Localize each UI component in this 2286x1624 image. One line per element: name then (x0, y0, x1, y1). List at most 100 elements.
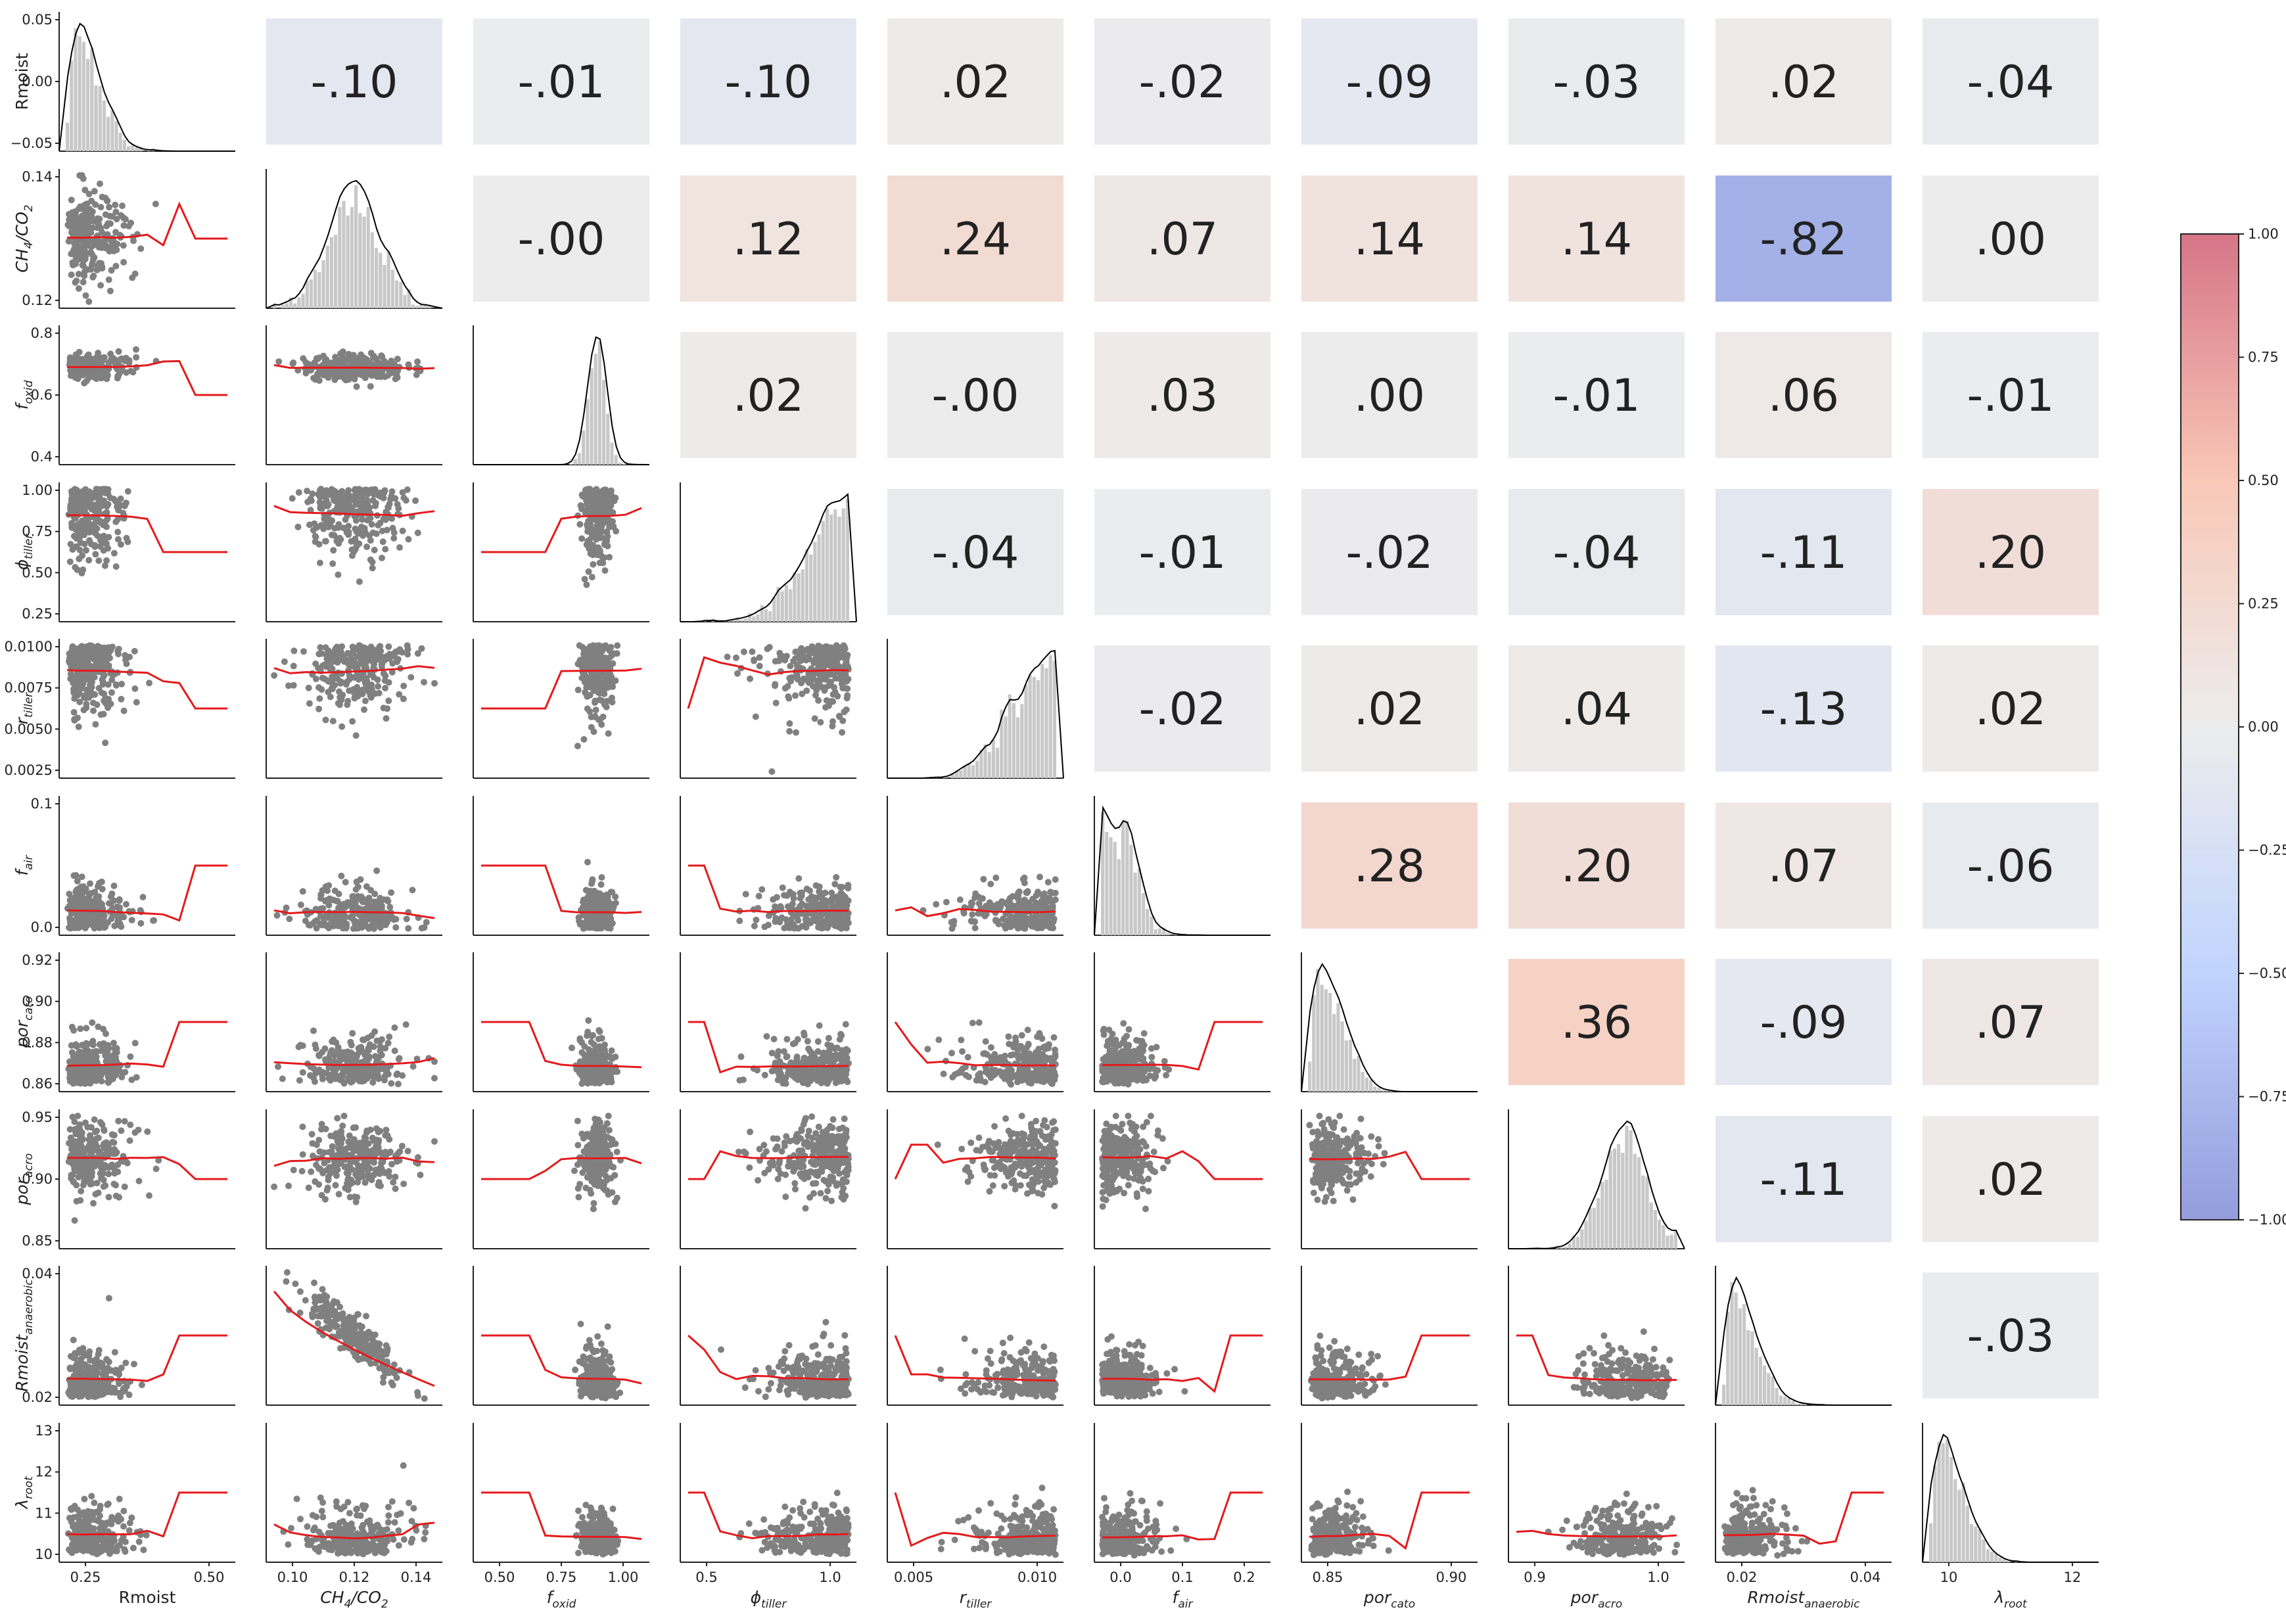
hist-bar (801, 569, 805, 622)
panel-r1-c2: -.00 (473, 175, 649, 302)
scatter-point (574, 686, 582, 693)
scatter-point (612, 900, 619, 906)
hist-bar (983, 744, 987, 778)
scatter-point (818, 890, 825, 897)
scatter-point (369, 1079, 377, 1086)
scatter-point (319, 674, 326, 682)
hist-bar (342, 200, 346, 308)
scatter-point (352, 1065, 359, 1073)
scatter-point (151, 917, 158, 924)
scatter-point (593, 919, 600, 926)
hist-bar (309, 279, 313, 308)
scatter-point (352, 689, 360, 696)
scatter-point (67, 541, 74, 547)
scatter-point (793, 662, 801, 668)
hist-bar (1129, 845, 1133, 935)
scatter-point (772, 699, 780, 707)
scatter-point (373, 898, 380, 906)
scatter-point (88, 900, 95, 908)
scatter-point (817, 719, 824, 726)
scatter-point (74, 877, 81, 885)
scatter-point (285, 682, 292, 689)
scatter-point (724, 653, 731, 661)
scatter-point (348, 1042, 355, 1049)
scatter-point (772, 658, 779, 665)
scatter-point (139, 894, 147, 900)
scatter-point (828, 913, 835, 920)
scatter-point (992, 874, 1000, 881)
scatter-point (734, 670, 741, 677)
scatter-point (72, 210, 79, 217)
hist-bar (1020, 704, 1024, 778)
panel-r1-c9: .00 (1923, 175, 2099, 302)
scatter-point (120, 242, 127, 249)
scatter-point (827, 657, 834, 663)
scatter-point (382, 516, 389, 523)
scatter-point (82, 1069, 89, 1077)
scatter-point (820, 901, 827, 908)
scatter-point (103, 540, 110, 547)
hist-bar (610, 442, 614, 465)
scatter-point (326, 678, 333, 685)
scatter-point (372, 369, 379, 376)
scatter-point (358, 645, 365, 653)
scatter-point (113, 216, 120, 223)
scatter-point (120, 259, 128, 266)
scatter-point (1015, 888, 1023, 895)
scatter-point (113, 903, 120, 910)
hist-bar (106, 116, 110, 151)
scatter-point (793, 729, 799, 736)
scatter-point (395, 505, 402, 512)
panel-r1-c7: .14 (1508, 175, 1685, 302)
scatter-point (116, 914, 124, 921)
scatter-point (592, 506, 599, 513)
scatter-point (90, 707, 97, 714)
scatter-point (108, 267, 115, 274)
corr-cell (887, 175, 1063, 302)
scatter-points (65, 486, 131, 577)
hist-bar (358, 213, 362, 308)
corr-value: .14 (1561, 214, 1632, 266)
panel-r0-c4: .02 (887, 18, 1063, 145)
scatter-point (597, 881, 605, 888)
scatter-point (120, 707, 128, 714)
scatter-point (1024, 888, 1031, 895)
scatter-point (83, 1025, 90, 1032)
scatter-points (574, 642, 621, 750)
scatter-point (839, 729, 846, 736)
scatter-point (1020, 923, 1027, 930)
hist-bar (1052, 661, 1056, 778)
scatter-points (724, 642, 852, 775)
scatter-point (315, 377, 323, 384)
scatter-point (92, 494, 99, 501)
panel-r2-c6: .00 (1301, 332, 1478, 458)
scatter-point (294, 523, 302, 530)
hist-bar (370, 232, 374, 308)
scatter-point (133, 354, 140, 361)
scatter-point (400, 695, 407, 703)
scatter-point (316, 695, 323, 702)
scatter-point (112, 201, 119, 208)
panel-r3-c1 (266, 482, 442, 622)
scatter-point (950, 917, 958, 925)
scatter-point (81, 1057, 88, 1065)
scatter-point (98, 878, 105, 885)
scatter-point (1052, 876, 1059, 883)
scatter-point (829, 894, 837, 902)
hist-bar (780, 591, 784, 622)
scatter-point (589, 903, 596, 910)
hist-bar (329, 237, 333, 308)
scatter-point (71, 716, 78, 723)
hist-bar (1117, 859, 1121, 935)
scatter-point (394, 1080, 402, 1088)
hist-bar (139, 148, 143, 151)
scatter-point (70, 262, 76, 269)
panel-r1-c3: .12 (680, 175, 856, 302)
scatter-point (400, 494, 408, 501)
scatter-point (95, 244, 103, 251)
trend-line (66, 201, 227, 247)
scatter-point (607, 517, 614, 524)
scatter-point (845, 885, 852, 892)
